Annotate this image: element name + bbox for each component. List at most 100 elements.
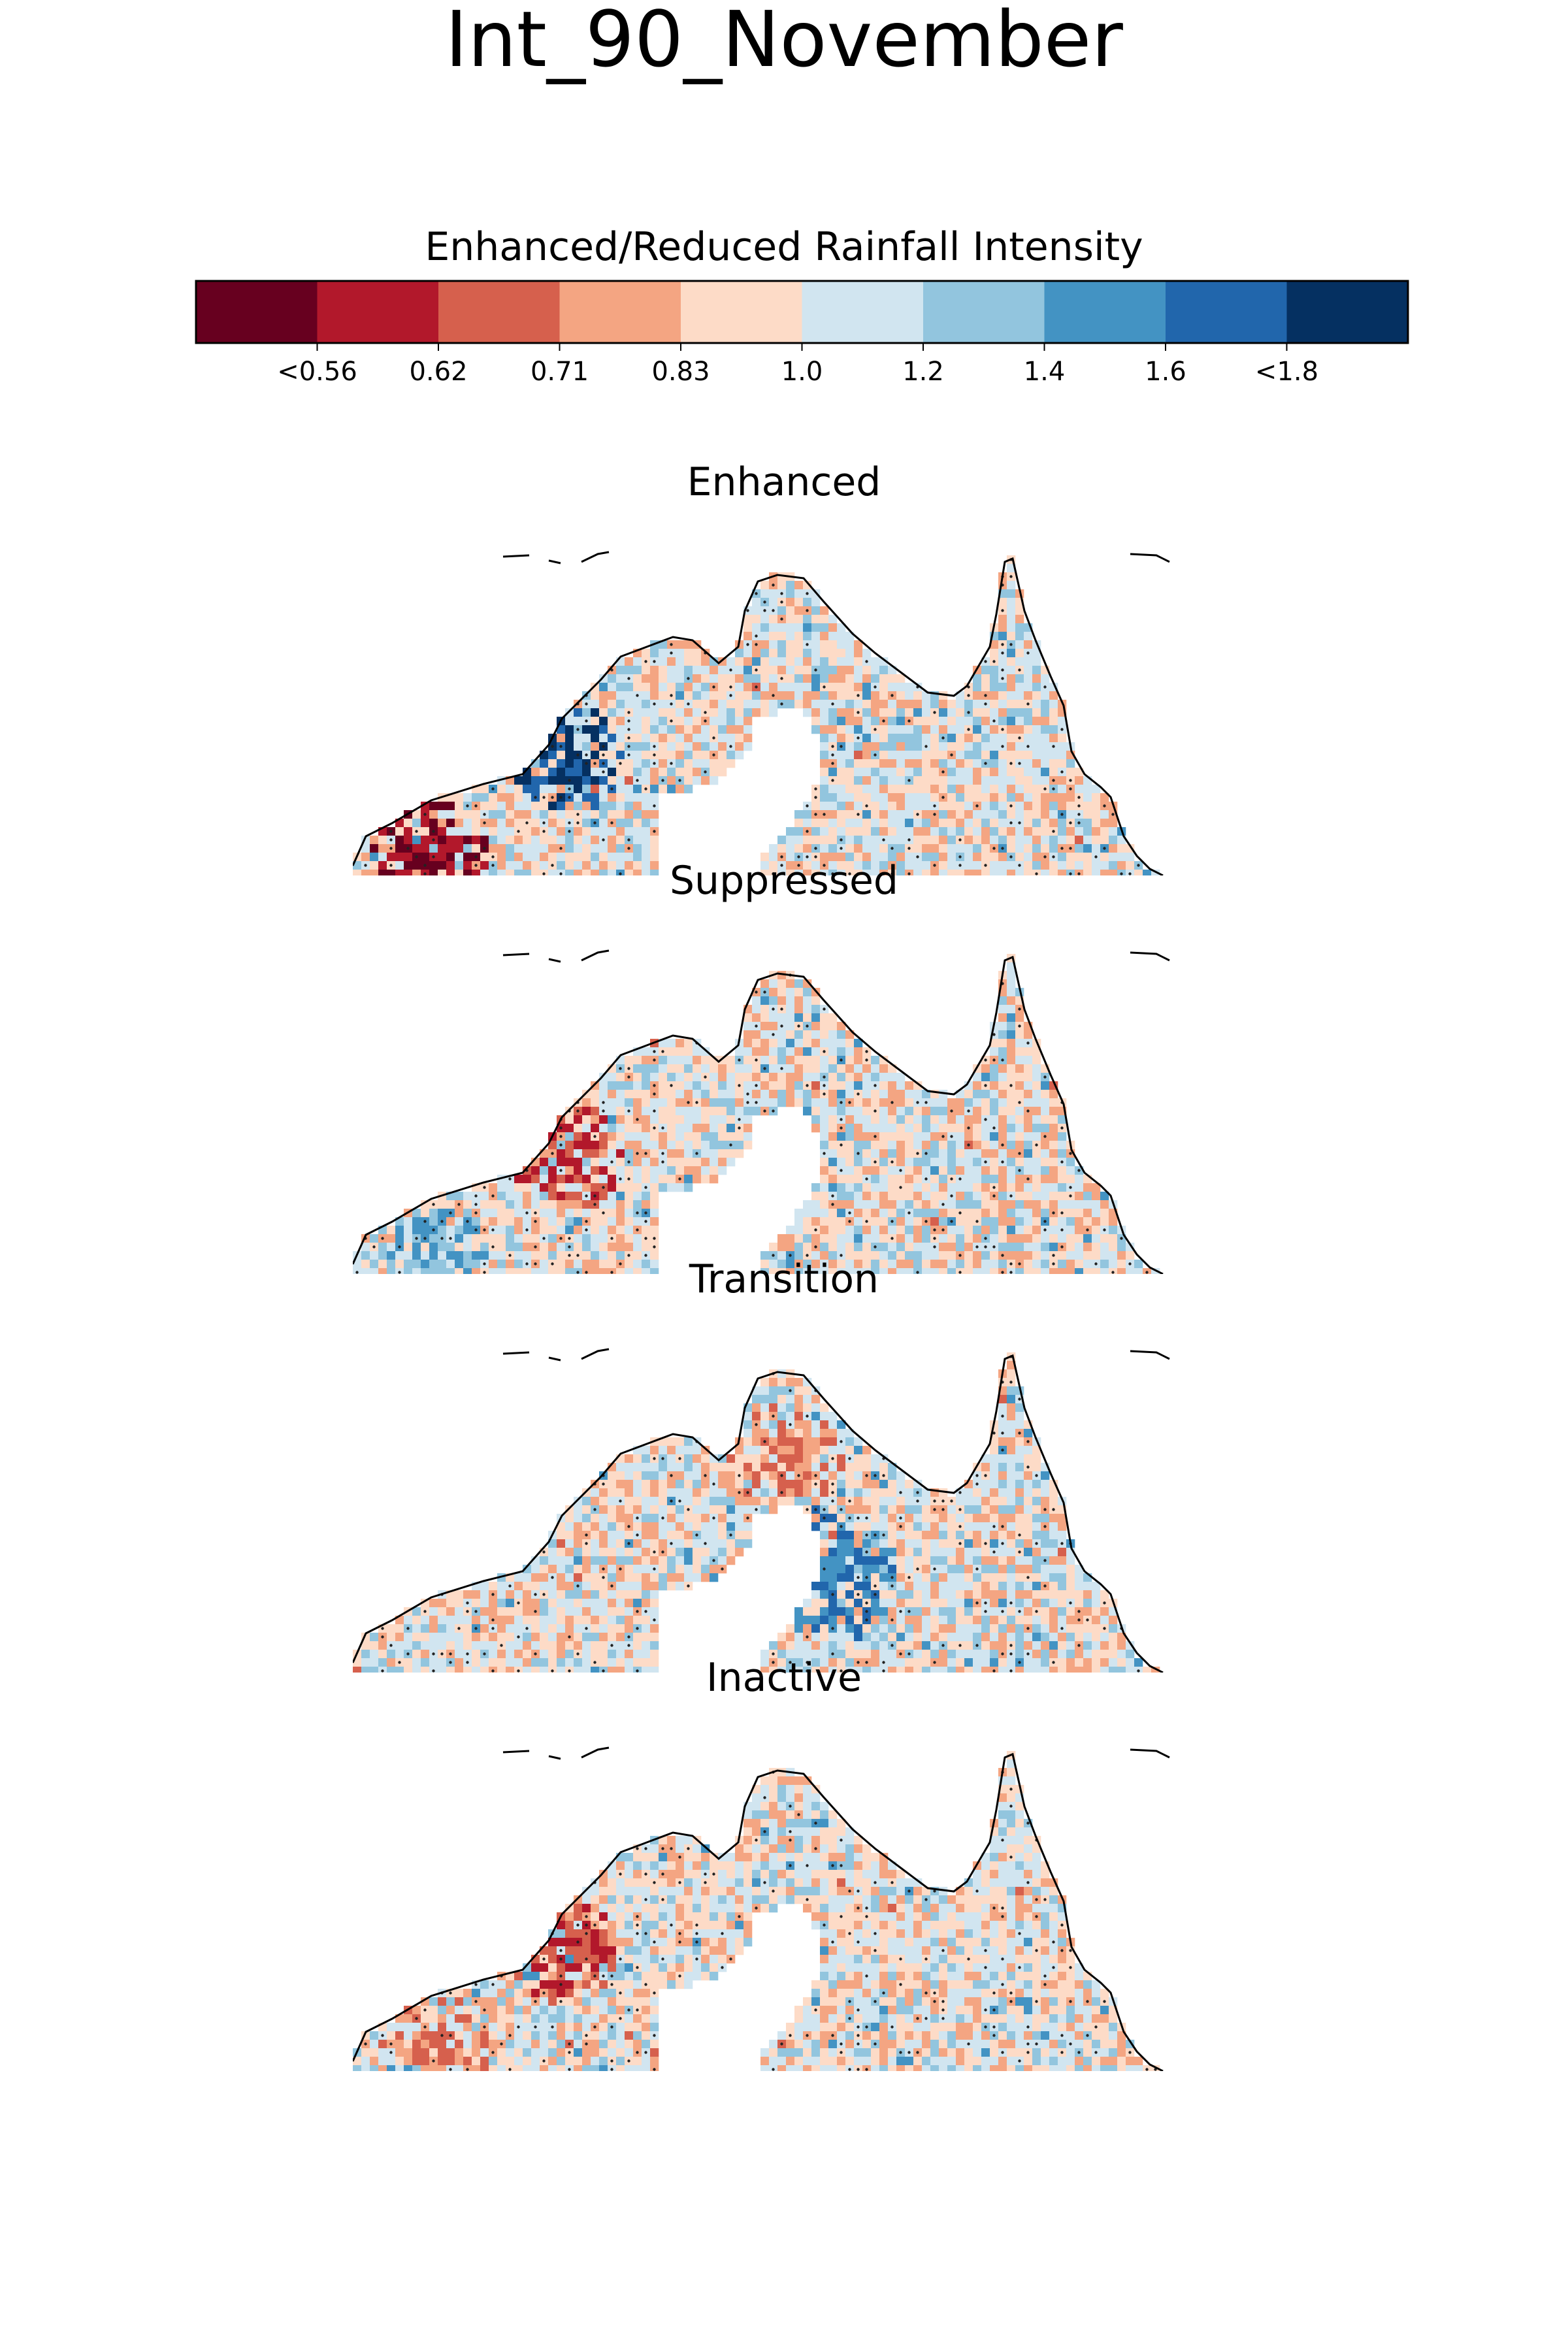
grid-cell <box>548 785 557 794</box>
grid-cell <box>837 691 846 700</box>
grid-cell <box>879 802 889 811</box>
grid-cell <box>676 1132 685 1141</box>
grid-cell <box>497 1192 506 1201</box>
grid-cell <box>642 725 651 734</box>
grid-cell <box>727 1098 736 1107</box>
grid-cell <box>557 861 566 870</box>
grid-cell <box>650 1149 659 1158</box>
grid-cell <box>540 1209 549 1218</box>
grid-cell <box>1109 1243 1118 1252</box>
grid-cell <box>854 1107 863 1116</box>
grid-cell <box>879 1175 889 1184</box>
grid-cell <box>1075 1200 1084 1209</box>
grid-cell <box>514 861 523 870</box>
grid-cell <box>862 1226 872 1235</box>
grid-cell <box>565 734 574 743</box>
significance-dot <box>687 1101 690 1104</box>
grid-cell <box>591 1090 600 1099</box>
grid-cell <box>1032 674 1041 683</box>
significance-dot <box>924 745 928 748</box>
grid-cell <box>888 1505 897 1514</box>
grid-cell <box>523 1565 532 1574</box>
grid-cell <box>973 734 982 743</box>
grid-cell <box>862 1132 872 1141</box>
grid-cell <box>854 1039 863 1048</box>
significance-dot <box>1060 813 1064 816</box>
grid-cell <box>421 1243 430 1252</box>
grid-cell <box>506 785 515 794</box>
grid-cell <box>565 708 574 717</box>
significance-dot <box>958 855 962 858</box>
grid-cell <box>710 1158 719 1167</box>
grid-cell <box>905 1166 914 1175</box>
grid-cell <box>1041 810 1050 819</box>
grid-cell <box>625 1243 634 1252</box>
significance-dot <box>874 1084 877 1087</box>
significance-dot <box>1001 745 1004 748</box>
grid-cell <box>913 1531 923 1540</box>
grid-cell <box>956 1573 965 1582</box>
grid-cell <box>616 853 625 862</box>
grid-cell <box>514 1200 523 1209</box>
grid-cell <box>888 1480 897 1489</box>
grid-cell <box>531 1251 540 1260</box>
grid-cell <box>820 649 829 658</box>
grid-cell <box>676 725 685 734</box>
grid-cell <box>743 1107 753 1116</box>
grid-cell <box>998 615 1007 624</box>
significance-dot <box>670 719 673 723</box>
significance-dot <box>780 702 783 706</box>
grid-cell <box>1024 1429 1033 1438</box>
grid-cell <box>956 759 965 768</box>
grid-cell <box>616 1107 625 1116</box>
grid-cell <box>591 717 600 726</box>
grid-cell <box>743 1039 753 1048</box>
grid-cell <box>693 1141 702 1150</box>
grid-cell <box>429 1234 438 1243</box>
grid-cell <box>905 1260 914 1269</box>
grid-cell <box>998 1243 1007 1252</box>
grid-cell <box>922 793 931 802</box>
grid-cell <box>599 802 608 811</box>
grid-cell <box>1007 1437 1016 1446</box>
grid-cell <box>905 1217 914 1226</box>
grid-cell <box>1058 1522 1067 1531</box>
grid-cell <box>616 1158 625 1167</box>
grid-cell <box>548 776 557 785</box>
grid-cell <box>497 785 506 794</box>
grid-cell <box>574 1141 583 1150</box>
colorbar-swatch <box>681 281 802 343</box>
grid-cell <box>964 1132 973 1141</box>
grid-cell <box>1007 1446 1016 1455</box>
grid-cell <box>760 861 770 870</box>
grid-cell <box>1032 1056 1041 1065</box>
map-suppressed <box>353 949 1170 1274</box>
grid-cell <box>625 1056 634 1065</box>
grid-cell <box>582 1243 591 1252</box>
grid-cell <box>922 1192 931 1201</box>
significance-dot <box>967 728 970 731</box>
grid-cell <box>506 861 515 870</box>
grid-cell <box>1015 1090 1024 1099</box>
grid-cell <box>888 734 897 743</box>
grid-cell <box>1083 870 1092 875</box>
grid-cell <box>1032 1243 1041 1252</box>
grid-cell <box>650 1260 659 1269</box>
grid-cell <box>1117 861 1126 870</box>
grid-cell <box>794 674 804 683</box>
grid-cell <box>803 1234 812 1243</box>
grid-cell <box>769 598 778 607</box>
grid-cell <box>514 793 523 802</box>
grid-cell <box>990 1166 999 1175</box>
grid-cell <box>896 1556 906 1565</box>
grid-cell <box>854 1047 863 1056</box>
grid-cell <box>990 1209 999 1218</box>
grid-cell <box>854 1209 863 1218</box>
grid-cell <box>922 853 931 862</box>
grid-cell <box>667 1166 676 1175</box>
grid-cell <box>871 853 880 862</box>
grid-cell <box>794 1064 804 1073</box>
grid-cell <box>608 836 617 845</box>
grid-cell <box>803 598 812 607</box>
grid-cell <box>820 1548 829 1557</box>
